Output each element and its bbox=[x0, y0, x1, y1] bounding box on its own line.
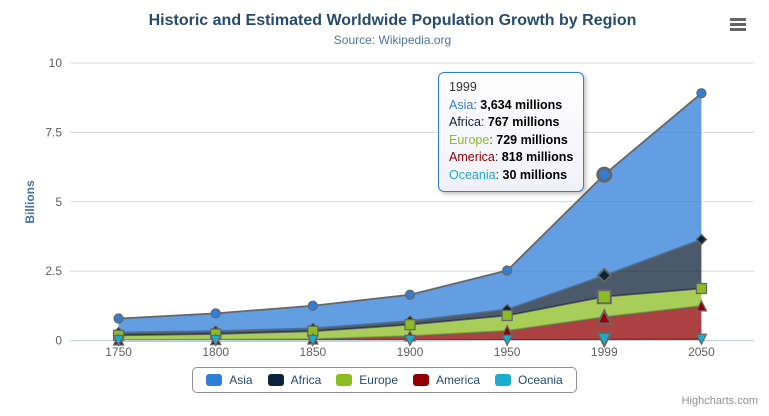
legend-item-asia[interactable]: Asia bbox=[206, 373, 253, 387]
marker-africa-2050[interactable] bbox=[695, 233, 708, 246]
tooltip-series-name: America bbox=[449, 150, 495, 164]
hamburger-icon bbox=[730, 23, 746, 26]
legend-label: Oceania bbox=[518, 373, 563, 387]
marker-oceania-1999[interactable] bbox=[596, 332, 613, 349]
x-axis-tick-label: 1999 bbox=[591, 345, 618, 359]
marker-asia-1900[interactable] bbox=[404, 289, 416, 300]
hamburger-icon bbox=[730, 18, 746, 21]
legend-box: Asia Africa Europe America Oceania bbox=[192, 367, 577, 393]
y-axis-tick-label: 2.5 bbox=[45, 264, 62, 278]
tooltip-row-oceania: Oceania: 30 millions bbox=[449, 167, 568, 182]
marker-oceania-1850[interactable] bbox=[306, 334, 319, 347]
x-axis-tick-label: 1850 bbox=[300, 345, 327, 359]
tooltip-row-africa: Africa: 767 millions bbox=[449, 115, 560, 129]
marker-america-1999[interactable] bbox=[596, 308, 613, 325]
tooltip-series-name: Europe bbox=[449, 132, 490, 147]
legend-swatch-america bbox=[413, 374, 429, 386]
legend-item-america[interactable]: America bbox=[413, 373, 480, 387]
tooltip-series-value: 3,634 millions bbox=[480, 97, 563, 112]
legend-label: Asia bbox=[229, 373, 253, 387]
series-area-africa[interactable] bbox=[118, 239, 702, 336]
legend-label: Europe bbox=[359, 373, 398, 387]
marker-asia-1800[interactable] bbox=[210, 308, 221, 319]
context-menu-button[interactable] bbox=[730, 18, 746, 31]
legend-item-oceania[interactable]: Oceania bbox=[495, 373, 563, 387]
tooltip-series-name: Africa bbox=[449, 115, 481, 129]
legend: Asia Africa Europe America Oceania bbox=[0, 367, 769, 393]
y-axis-tick-label: 5 bbox=[55, 195, 62, 209]
tooltip: 1999 Asia: 3,634 millions Africa: 767 mil… bbox=[438, 72, 585, 192]
legend-item-europe[interactable]: Europe bbox=[336, 373, 398, 387]
tooltip-series-value: 818 millions bbox=[501, 150, 574, 164]
marker-africa-1999[interactable] bbox=[596, 267, 613, 284]
tooltip-series-value: 767 millions bbox=[487, 115, 560, 129]
tooltip-row-europe: Europe: 729 millions bbox=[449, 132, 568, 147]
marker-asia-1950[interactable] bbox=[502, 265, 513, 276]
legend-item-africa[interactable]: Africa bbox=[267, 373, 322, 387]
marker-europe-1999[interactable] bbox=[596, 289, 612, 305]
x-axis-tick-label: 2050 bbox=[688, 345, 715, 359]
marker-asia-1750[interactable] bbox=[113, 313, 124, 324]
tooltip-row-asia: Asia: 3,634 millions bbox=[449, 97, 563, 112]
x-axis-tick-label: 1950 bbox=[494, 345, 521, 359]
legend-swatch-europe bbox=[336, 374, 353, 386]
marker-oceania-1900[interactable] bbox=[403, 334, 417, 347]
tooltip-series-name: Oceania bbox=[449, 167, 496, 182]
marker-oceania-2050[interactable] bbox=[695, 333, 708, 346]
marker-oceania-1800[interactable] bbox=[209, 334, 222, 347]
y-axis-tick-label: 7.5 bbox=[45, 125, 62, 139]
legend-swatch-asia bbox=[206, 374, 223, 386]
tooltip-row-america: America: 818 millions bbox=[449, 150, 574, 164]
credits-link[interactable]: Highcharts.com bbox=[681, 395, 758, 407]
marker-asia-1999[interactable] bbox=[596, 166, 613, 183]
tooltip-series-value: 729 millions bbox=[496, 132, 568, 147]
hamburger-icon bbox=[730, 28, 746, 31]
marker-asia-1850[interactable] bbox=[307, 300, 318, 311]
marker-asia-2050[interactable] bbox=[696, 88, 707, 99]
marker-oceania-1950[interactable] bbox=[501, 334, 514, 347]
tooltip-series-name: Asia bbox=[449, 97, 474, 112]
x-axis-tick-label: 1900 bbox=[397, 345, 424, 359]
y-axis-tick-label: 0 bbox=[55, 334, 62, 348]
tooltip-rows: Asia: 3,634 millions Africa: 767 millions… bbox=[449, 97, 573, 185]
marker-europe-2050[interactable] bbox=[695, 282, 708, 295]
marker-america-2050[interactable] bbox=[695, 299, 708, 312]
y-axis-tick-label: 10 bbox=[49, 56, 63, 70]
marker-europe-1900[interactable] bbox=[404, 319, 416, 331]
legend-label: Africa bbox=[290, 373, 322, 387]
chart-subtitle: Source: Wikipedia.org bbox=[333, 33, 452, 47]
tooltip-series-value: 30 millions bbox=[502, 167, 568, 182]
marker-europe-1950[interactable] bbox=[501, 309, 513, 322]
marker-oceania-1750[interactable] bbox=[112, 334, 125, 347]
x-axis-tick-label: 1750 bbox=[105, 345, 132, 359]
series-area-asia[interactable] bbox=[118, 93, 702, 333]
tooltip-header: 1999 bbox=[449, 80, 477, 94]
legend-swatch-africa bbox=[267, 374, 284, 386]
x-axis-tick-label: 1800 bbox=[202, 345, 229, 359]
legend-label: America bbox=[436, 373, 481, 387]
series-area-america[interactable] bbox=[118, 305, 702, 341]
legend-swatch-oceania bbox=[495, 374, 512, 386]
chart-title: Historic and Estimated Worldwide Populat… bbox=[148, 12, 637, 29]
